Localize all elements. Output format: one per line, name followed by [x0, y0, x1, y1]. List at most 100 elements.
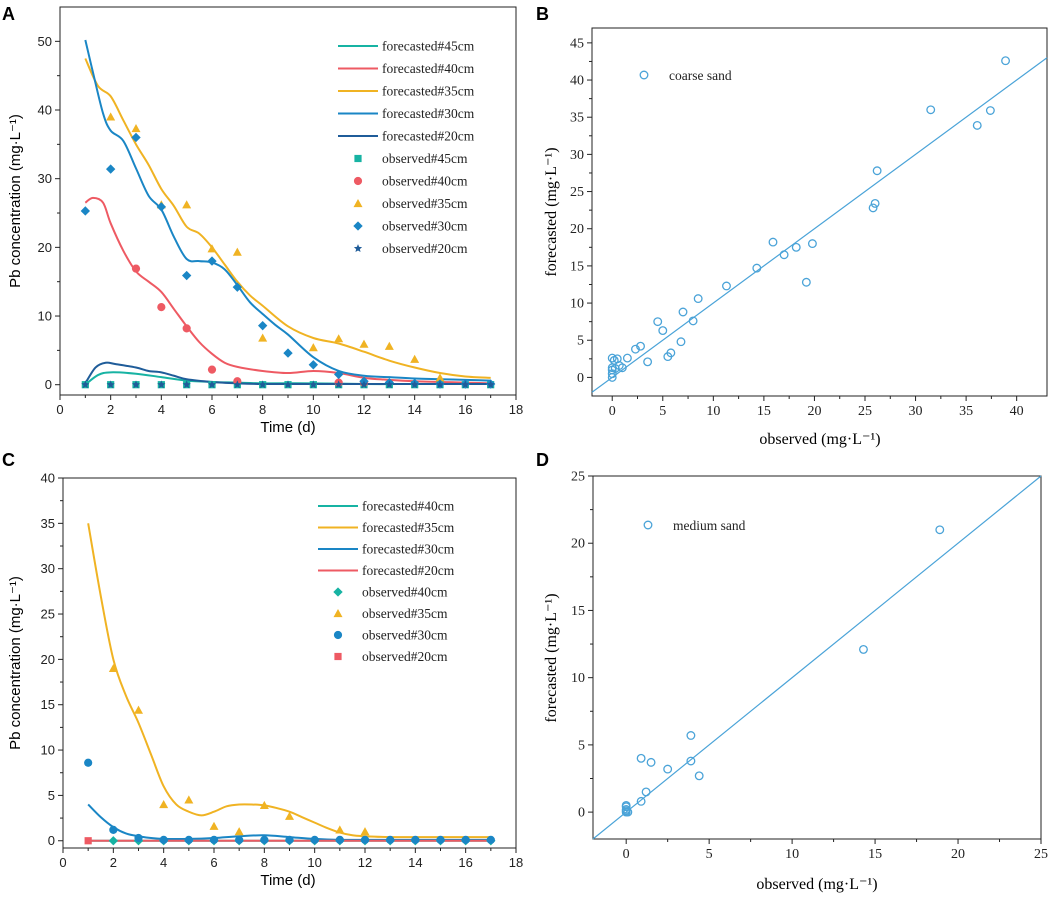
observed-20cm-point-10: [334, 380, 343, 389]
y-tick-label: 20: [41, 652, 55, 667]
series-line-forecasted-30cm: [87, 803, 491, 841]
scatter-point-10: [663, 764, 673, 774]
observed-30cm-point-16: [486, 835, 495, 844]
legend-marker-20-point-0: [334, 652, 342, 661]
x-tick-label: 14: [408, 855, 422, 870]
observed-35cm-point-8: [335, 825, 345, 834]
panel-d: D 0 5 10 15 20 25 0 5 10 15 20 25 medium sand obser…: [536, 450, 1048, 893]
observed-30cm-point-7: [260, 835, 269, 844]
legend-label: forecasted#20cm: [362, 563, 455, 578]
observed-35cm-point-11: [410, 354, 420, 363]
panel-label-a: A: [2, 4, 15, 24]
x-tick-label: 5: [659, 404, 666, 419]
y-tick-label: 0: [577, 371, 584, 386]
panel-b: B 0 5 10 15 20 25 30 35 40 0 5 10 15 20 25 30 35 40 45 coa…: [536, 4, 1048, 448]
legend-c: forecasted#40cm forecasted#35cm forecasted…: [318, 499, 455, 664]
observed-35cm-point-5: [234, 827, 244, 836]
observed-35cm-point-7: [308, 343, 318, 352]
y-tick-label: 40: [38, 103, 52, 118]
reference-line-d: [592, 475, 1042, 840]
legend-label: observed#30cm: [382, 219, 468, 234]
observed-35cm-point-4: [209, 821, 219, 830]
axis-ticks-b: 0 5 10 15 20 25 30 35 40 0 5 10 15 20 25 30 35 40 45: [570, 36, 1024, 419]
y-tick-label: 40: [570, 74, 584, 89]
legend-label: coarse sand: [669, 68, 732, 83]
observed-40cm-point-0: [131, 264, 141, 273]
observed-35cm-point-4: [207, 244, 217, 253]
x-tick-label: 15: [868, 847, 882, 862]
observed-30cm-point-5: [209, 835, 219, 844]
legend-label: observed#45cm: [382, 151, 468, 166]
legend-marker-35-point-0: [333, 609, 343, 618]
scatter-point-15: [935, 525, 945, 535]
y-tick-label: 30: [570, 148, 584, 163]
x-axis-title-c: Time (d): [260, 872, 315, 889]
legend-label: forecasted#30cm: [382, 106, 475, 121]
observed-30cm-point-6: [232, 282, 243, 292]
observed-35cm-point-8: [334, 334, 344, 343]
scatter-point-8: [641, 787, 651, 797]
observed-35cm-point-5: [232, 247, 242, 256]
scatter-point-11: [686, 756, 696, 766]
observed-points-a: [80, 112, 496, 389]
y-tick-label: 25: [570, 185, 584, 200]
observed-20cm-point-13: [410, 380, 419, 389]
legend-label: forecasted#20cm: [382, 129, 475, 144]
x-tick-label: 20: [807, 404, 821, 419]
legend-marker-20-point-0: [353, 244, 363, 252]
x-tick-label: 18: [509, 855, 523, 870]
observed-30cm-point-9: [308, 360, 319, 370]
series-line-forecasted-35cm: [87, 523, 491, 839]
y-tick-label: 30: [41, 561, 55, 576]
scatter-point-14: [653, 317, 663, 327]
y-tick-label: 40: [41, 471, 55, 486]
x-tick-label: 16: [458, 855, 472, 870]
x-tick-label: 4: [158, 402, 165, 417]
panel-label-c: C: [2, 450, 15, 470]
series-line-forecasted-40cm: [84, 196, 491, 385]
y-tick-label: 25: [41, 607, 55, 622]
legend-label: forecasted#30cm: [362, 542, 455, 557]
observed-40cm-point-2: [182, 324, 191, 333]
panel-label-b: B: [536, 4, 549, 24]
scatter-point-11: [631, 344, 640, 354]
y-tick-label: 0: [45, 377, 52, 392]
y-axis-title-c: Pb concentration (mg·L⁻¹): [7, 576, 24, 750]
x-tick-label: 8: [261, 855, 268, 870]
observed-30cm-point-1: [109, 825, 118, 834]
x-tick-label: 0: [59, 855, 66, 870]
scatter-point-30: [870, 199, 880, 208]
observed-30cm-point-7: [257, 320, 268, 331]
x-tick-label: 18: [509, 402, 523, 417]
observed-points-c: [84, 663, 496, 846]
observed-30cm-point-3: [156, 202, 167, 212]
observed-40cm-point-1: [157, 302, 166, 312]
scatter-point-17: [666, 348, 676, 358]
observed-35cm-point-3: [182, 200, 192, 209]
legend-marker-point-0: [639, 70, 649, 80]
observed-20cm-point-12: [385, 380, 394, 389]
scatter-point-22: [722, 281, 731, 291]
observed-35cm-point-0: [106, 112, 116, 121]
x-tick-label: 10: [706, 404, 720, 419]
observed-20cm-point-1: [106, 380, 115, 389]
x-tick-label: 12: [358, 855, 372, 870]
x-tick-label: 8: [259, 402, 266, 417]
scatter-points-b: [607, 56, 1010, 382]
y-tick-label: 10: [38, 309, 52, 324]
scatter-point-35: [1001, 56, 1010, 66]
x-tick-label: 5: [706, 847, 713, 862]
y-tick-label: 5: [578, 738, 585, 753]
observed-30cm-point-6: [235, 835, 244, 844]
x-tick-label: 2: [107, 402, 114, 417]
scatter-point-13: [694, 771, 704, 781]
x-axis-title-a: Time (d): [260, 419, 315, 436]
legend-marker-35-point-0: [353, 199, 363, 208]
scatter-point-23: [752, 263, 762, 273]
y-tick-label: 10: [571, 671, 585, 686]
legend-marker-45-point-0: [354, 154, 362, 163]
scatter-point-34: [985, 106, 995, 115]
y-tick-label: 30: [38, 171, 52, 186]
y-tick-label: 35: [41, 516, 55, 531]
axis-ticks-d: 0 5 10 15 20 25 0 5 10 15 20 25: [571, 470, 1048, 863]
